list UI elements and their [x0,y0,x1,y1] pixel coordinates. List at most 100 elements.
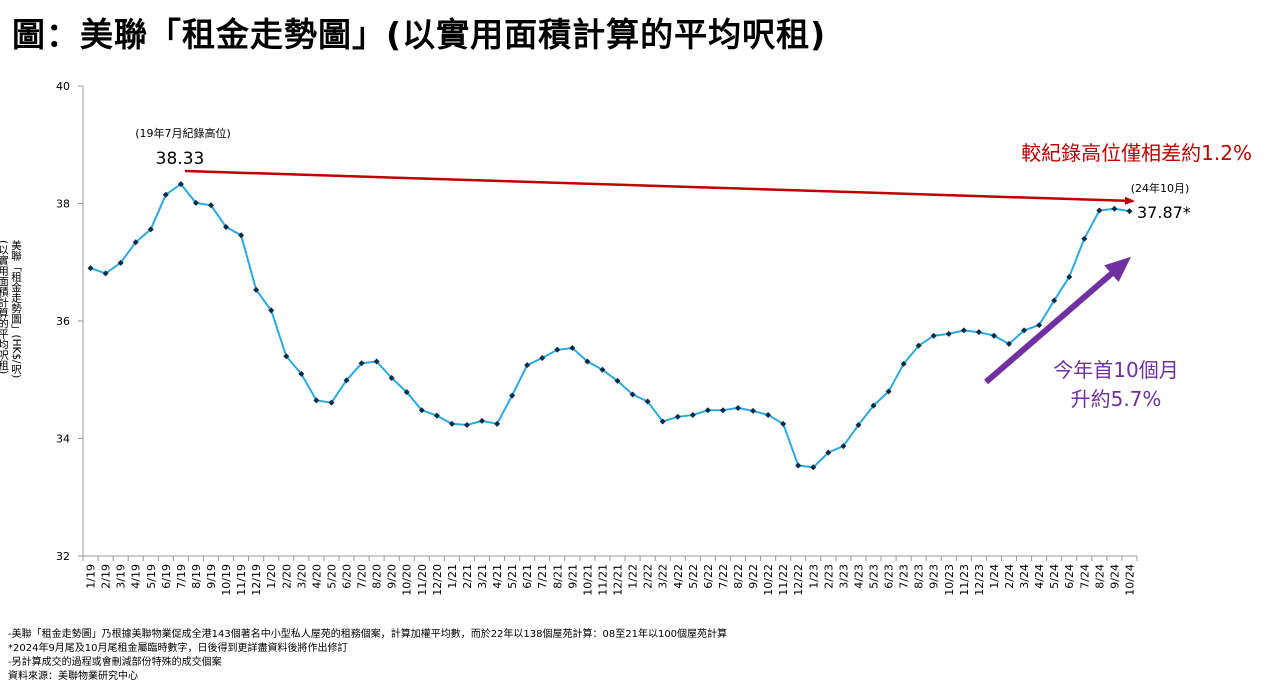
data-point [780,420,787,427]
data-point [885,388,892,395]
data-point [479,417,486,424]
x-tick-label: 6/24 [1063,564,1076,589]
data-point [298,370,305,377]
x-tick-label: 5/19 [145,564,158,589]
x-tick-label: 6/19 [160,564,173,589]
x-tick-label: 12/20 [431,564,444,596]
x-tick-label: 1/21 [446,564,459,589]
data-point [750,407,757,414]
x-tick-label: 8/19 [190,564,203,589]
ytd-change-line2: 升約5.7% [1071,387,1162,411]
data-point [177,181,184,188]
data-point [1096,207,1103,214]
x-tick-label: 9/19 [205,564,218,589]
data-point [1021,327,1028,334]
x-tick-label: 11/23 [958,564,971,596]
x-tick-label: 7/23 [898,564,911,589]
y-tick-label: 38 [56,198,70,211]
y-axis-label-line2: (以實用面積計算的平均呎租) [0,240,9,375]
data-point [117,259,124,266]
x-tick-label: 1/22 [627,564,640,589]
data-point [644,398,651,405]
footnote-source: 資料來源：美聯物業研究中心 [8,671,138,682]
data-point [1111,205,1118,212]
data-point [539,355,546,362]
x-tick-label: 9/24 [1108,564,1121,589]
latest-value-label: 37.87* [1137,203,1191,222]
data-point [689,412,696,418]
y-tick-label: 32 [56,550,70,563]
data-point [855,421,862,428]
data-point [87,265,94,272]
peak-note: (19年7月紀錄高位) [135,126,231,140]
data-point [704,407,711,414]
data-point [569,345,576,352]
y-axis-label: 美聯「租金走勢圖」(HK$/呎) (以實用面積計算的平均呎租) [0,240,22,379]
x-tick-label: 12/19 [250,564,263,596]
x-tick-label: 4/20 [310,564,323,589]
page-title: 圖：美聯「租金走勢圖」(以實用面積計算的平均呎租) [12,15,827,54]
x-tick-label: 5/24 [1048,564,1061,589]
data-point [614,377,621,384]
x-tick-label: 10/23 [943,564,956,596]
data-point [463,421,470,428]
x-tick-label: 9/22 [747,564,760,589]
data-point [253,286,260,293]
footnote-2: *2024年9月尾及10月尾租金屬臨時數字，日後得到更詳盡資料後將作出修訂 [8,643,348,654]
data-point [268,307,275,314]
data-point [418,407,425,414]
data-point [162,191,169,198]
data-point [358,360,365,367]
x-tick-label: 3/22 [657,564,670,589]
x-tick-label: 9/23 [928,564,941,589]
data-point [388,374,395,381]
data-point [1066,273,1073,280]
data-point [1081,235,1088,242]
data-point [207,202,214,209]
x-tick-label: 4/23 [852,564,865,589]
x-tick-label: 2/22 [642,564,655,589]
y-tick-label: 34 [56,433,70,446]
x-tick-label: 4/24 [1033,564,1046,589]
y-axis-label-line1: 美聯「租金走勢圖」(HK$/呎) [10,240,22,379]
x-tick-label: 5/22 [687,564,700,589]
x-tick-label: 12/21 [612,564,625,596]
x-tick-label: 5/23 [868,564,881,589]
data-point [1051,297,1058,304]
x-tick-label: 1/23 [807,564,820,589]
data-point [930,332,937,339]
x-tick-label: 3/20 [295,564,308,589]
latest-note: (24年10月) [1131,181,1190,195]
x-tick-label: 11/22 [777,564,790,596]
x-tick-label: 6/21 [521,564,534,589]
data-point [734,404,741,411]
x-tick-label: 11/21 [596,564,609,596]
y-tick-label: 40 [56,80,70,93]
x-tick-label: 8/23 [913,564,926,589]
x-tick-label: 8/22 [732,564,745,589]
trend-up-arrow [984,256,1132,385]
data-point [448,420,455,427]
data-point [433,412,440,419]
y-tick-label: 36 [56,315,70,328]
x-tick-label: 2/21 [461,564,474,589]
data-point [1036,322,1043,329]
chart-axes [78,85,1138,561]
data-point [659,418,666,425]
x-tick-label: 4/19 [130,564,143,589]
x-tick-labels: 1/19 2/19 3/19 4/19 5/19 6/19 7/19 8/19 9/19 10/1… [85,564,1137,596]
x-tick-label: 6/20 [341,564,354,589]
x-tick-label: 10/24 [1123,564,1136,596]
data-point [554,346,561,353]
x-tick-label: 5/21 [506,564,519,589]
x-tick-label: 9/21 [566,564,579,589]
data-point [584,358,591,365]
data-point [494,420,501,427]
data-point [147,226,154,233]
x-tick-label: 11/19 [235,564,248,596]
data-point [870,402,877,409]
x-tick-label: 8/24 [1093,564,1106,589]
x-tick-label: 7/20 [356,564,369,589]
data-point [990,332,997,339]
x-tick-label: 10/22 [762,564,775,596]
